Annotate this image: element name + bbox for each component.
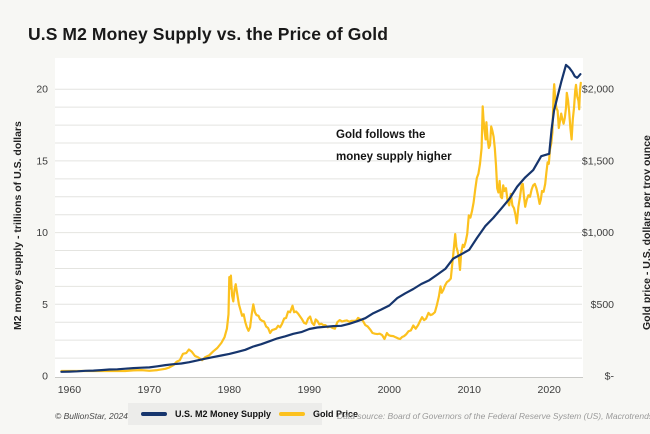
svg-text:10: 10 bbox=[36, 227, 48, 239]
svg-text:2000: 2000 bbox=[378, 384, 402, 396]
svg-text:1990: 1990 bbox=[298, 384, 322, 396]
svg-text:20: 20 bbox=[36, 84, 48, 96]
svg-text:5: 5 bbox=[42, 299, 48, 311]
chart-title: U.S M2 Money Supply vs. the Price of Gol… bbox=[28, 24, 388, 44]
svg-text:1970: 1970 bbox=[138, 384, 162, 396]
right-axis-title: Gold price - U.S. dollars per troy ounce bbox=[641, 135, 650, 330]
annotation-line-2: money supply higher bbox=[336, 151, 452, 163]
copyright-text: © BullionStar, 2024 bbox=[55, 411, 128, 421]
svg-text:1980: 1980 bbox=[218, 384, 242, 396]
svg-text:1960: 1960 bbox=[58, 384, 82, 396]
svg-text:2020: 2020 bbox=[538, 384, 562, 396]
svg-text:0: 0 bbox=[42, 371, 48, 383]
m2-legend-swatch bbox=[141, 412, 167, 416]
annotation-line-1: Gold follows the bbox=[336, 129, 426, 141]
left-axis-title: M2 money supply - trillions of U.S. doll… bbox=[12, 121, 24, 330]
svg-text:$500: $500 bbox=[591, 299, 615, 311]
legend: U.S. M2 Money Supply Gold Price bbox=[128, 403, 358, 425]
svg-text:$-: $- bbox=[605, 371, 615, 383]
gold-legend-label: Gold Price bbox=[313, 409, 359, 419]
svg-text:$1,500: $1,500 bbox=[582, 155, 614, 167]
svg-text:$2,000: $2,000 bbox=[582, 84, 614, 96]
m2-legend-label: U.S. M2 Money Supply bbox=[175, 409, 272, 419]
svg-text:$1,000: $1,000 bbox=[582, 227, 614, 239]
svg-text:2010: 2010 bbox=[458, 384, 482, 396]
chart-annotation: Gold follows the money supply higher bbox=[336, 124, 452, 168]
data-source-text: Data source: Board of Governors of the F… bbox=[337, 411, 650, 421]
gold-legend-swatch bbox=[279, 412, 306, 416]
svg-text:15: 15 bbox=[36, 155, 48, 167]
